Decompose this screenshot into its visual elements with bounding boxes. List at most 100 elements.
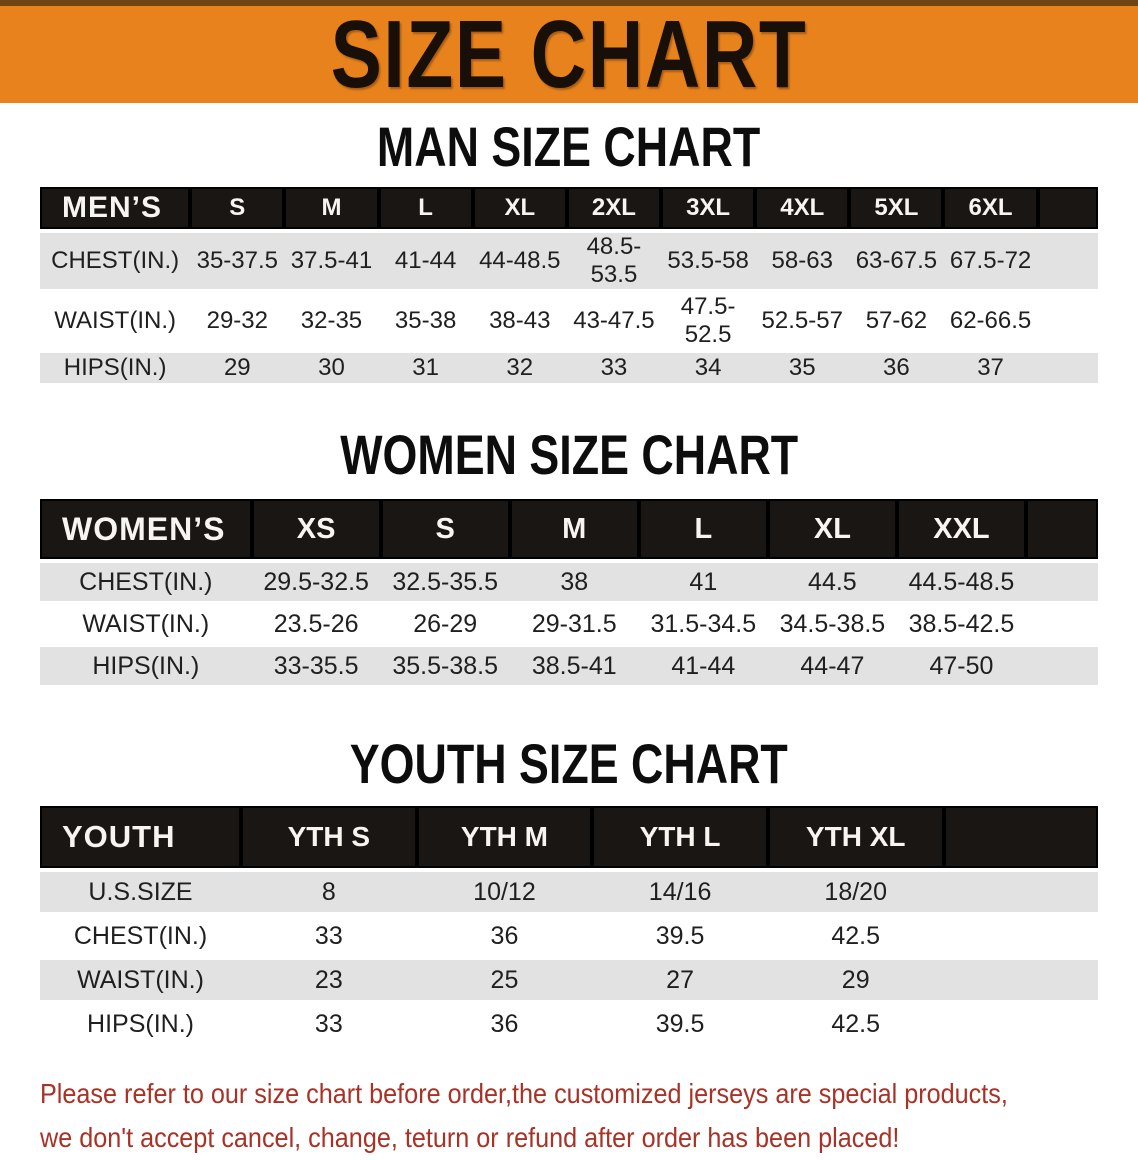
size-value: 35-38 [378, 293, 473, 349]
size-column-header: XL [472, 187, 567, 229]
size-value: 34 [661, 353, 756, 383]
size-value: 67.5-72 [943, 233, 1038, 289]
size-column-header: 5XL [849, 187, 944, 229]
size-value: 35-37.5 [190, 233, 285, 289]
header-row: MEN’S S M L XL 2XL 3XL 4XL 5XL 6XL [40, 187, 1098, 229]
size-value: 62-66.5 [943, 293, 1038, 349]
size-value: 37 [943, 353, 1038, 383]
header-spacer [1037, 187, 1098, 229]
size-chart-banner: SIZE CHART [0, 0, 1138, 103]
size-value: 8 [241, 872, 417, 912]
disclaimer-text: Please refer to our size chart before or… [40, 1072, 1138, 1160]
size-value: 25 [416, 960, 593, 1000]
measurement-label: CHEST(IN.) [40, 233, 191, 289]
size-value: 41-44 [638, 647, 768, 685]
row-spacer [1025, 563, 1098, 601]
table-row: CHEST(IN.) 29.5-32.5 32.5-35.5 38 41 44.5 44.5… [40, 563, 1098, 601]
header-spacer [943, 806, 1098, 868]
size-column-header: L [638, 499, 768, 559]
youth-size-table: YOUTH YTH S YTH M YTH L YTH XL U.S.SIZE 8 10/12… [40, 802, 1098, 1048]
size-value: 63-67.5 [849, 233, 944, 289]
table-corner-label: YOUTH [40, 806, 242, 868]
size-value: 27 [592, 960, 768, 1000]
size-value: 29.5-32.5 [251, 563, 381, 601]
size-value: 44.5 [767, 563, 897, 601]
size-value: 38.5-42.5 [896, 605, 1026, 643]
size-value: 33 [241, 916, 417, 956]
size-value: 44-47 [767, 647, 897, 685]
size-value: 48.5-53.5 [566, 233, 662, 289]
table-row: WAIST(IN.) 29-32 32-35 35-38 38-43 43-47.5 47.… [40, 293, 1098, 349]
measurement-label: CHEST(IN.) [40, 563, 252, 601]
size-value: 33 [241, 1004, 417, 1044]
size-value: 35 [755, 353, 850, 383]
size-column-header: YTH XL [767, 806, 944, 868]
header-row: YOUTH YTH S YTH M YTH L YTH XL [40, 806, 1098, 868]
youth-section-heading-text: YOUTH SIZE CHART [349, 732, 789, 795]
table-row: CHEST(IN.) 35-37.5 37.5-41 41-44 44-48.5 48.5… [40, 233, 1098, 289]
table-row: U.S.SIZE 8 10/12 14/16 18/20 [40, 872, 1098, 912]
size-value: 39.5 [592, 1004, 768, 1044]
size-value: 29-31.5 [509, 605, 639, 643]
size-value: 33-35.5 [251, 647, 381, 685]
table-row: HIPS(IN.) 29 30 31 32 33 34 35 36 37 [40, 353, 1098, 383]
disclaimer-line-1: Please refer to our size chart before or… [40, 1078, 1008, 1109]
row-spacer [943, 960, 1098, 1000]
youth-size-section: YOUTH SIZE CHART YOUTH YTH S YTH M YTH L YTH… [0, 736, 1138, 1048]
size-value: 32-35 [284, 293, 379, 349]
size-value: 53.5-58 [661, 233, 756, 289]
size-column-header: M [509, 499, 639, 559]
table-row: CHEST(IN.) 33 36 39.5 42.5 [40, 916, 1098, 956]
youth-section-heading: YOUTH SIZE CHART [0, 736, 1138, 792]
size-value: 38-43 [472, 293, 567, 349]
table-row: HIPS(IN.) 33 36 39.5 42.5 [40, 1004, 1098, 1044]
men-size-table: MEN’S S M L XL 2XL 3XL 4XL 5XL 6XL CHEST(IN.) 35-37… [40, 183, 1098, 387]
men-size-section: MAN SIZE CHART MEN’S S M L XL 2XL 3XL 4XL 5XL 6XL… [0, 119, 1138, 387]
size-column-header: S [190, 187, 285, 229]
row-spacer [1025, 647, 1098, 685]
row-spacer [943, 872, 1098, 912]
row-spacer [1037, 233, 1098, 289]
size-column-header: YTH L [592, 806, 768, 868]
table-corner-label: WOMEN’S [40, 499, 252, 559]
row-spacer [943, 916, 1098, 956]
row-spacer [943, 1004, 1098, 1044]
table-corner-label: MEN’S [40, 187, 191, 229]
size-value: 14/16 [592, 872, 768, 912]
size-value: 57-62 [849, 293, 944, 349]
size-value: 18/20 [767, 872, 944, 912]
women-section-heading: WOMEN SIZE CHART [0, 427, 1138, 483]
size-column-header: 6XL [943, 187, 1038, 229]
table-row: HIPS(IN.) 33-35.5 35.5-38.5 38.5-41 41-44 44-… [40, 647, 1098, 685]
men-section-heading-text: MAN SIZE CHART [377, 115, 761, 178]
header-spacer [1025, 499, 1098, 559]
size-value: 34.5-38.5 [767, 605, 897, 643]
size-value: 41 [638, 563, 768, 601]
size-column-header: L [378, 187, 473, 229]
size-value: 43-47.5 [566, 293, 662, 349]
size-value: 23.5-26 [251, 605, 381, 643]
men-section-heading: MAN SIZE CHART [0, 119, 1138, 175]
size-value: 33 [566, 353, 662, 383]
measurement-label: CHEST(IN.) [40, 916, 242, 956]
measurement-label: WAIST(IN.) [40, 605, 252, 643]
size-value: 47.5-52.5 [661, 293, 756, 349]
size-value: 42.5 [767, 916, 944, 956]
size-value: 37.5-41 [284, 233, 379, 289]
size-value: 10/12 [416, 872, 593, 912]
size-value: 29 [767, 960, 944, 1000]
table-row: WAIST(IN.) 23.5-26 26-29 29-31.5 31.5-34.5 34… [40, 605, 1098, 643]
disclaimer-line-2: we don't accept cancel, change, teturn o… [40, 1122, 900, 1153]
size-value: 29-32 [190, 293, 285, 349]
size-column-header: YTH S [241, 806, 417, 868]
size-value: 38.5-41 [509, 647, 639, 685]
measurement-label: HIPS(IN.) [40, 1004, 242, 1044]
women-size-section: WOMEN SIZE CHART WOMEN’S XS S M L XL XXL CHEST(… [0, 427, 1138, 689]
size-value: 47-50 [896, 647, 1026, 685]
size-value: 31 [378, 353, 473, 383]
measurement-label: WAIST(IN.) [40, 293, 191, 349]
size-value: 32 [472, 353, 567, 383]
size-column-header: XS [251, 499, 381, 559]
banner-title: SIZE CHART [330, 0, 808, 103]
size-column-header: 4XL [755, 187, 850, 229]
